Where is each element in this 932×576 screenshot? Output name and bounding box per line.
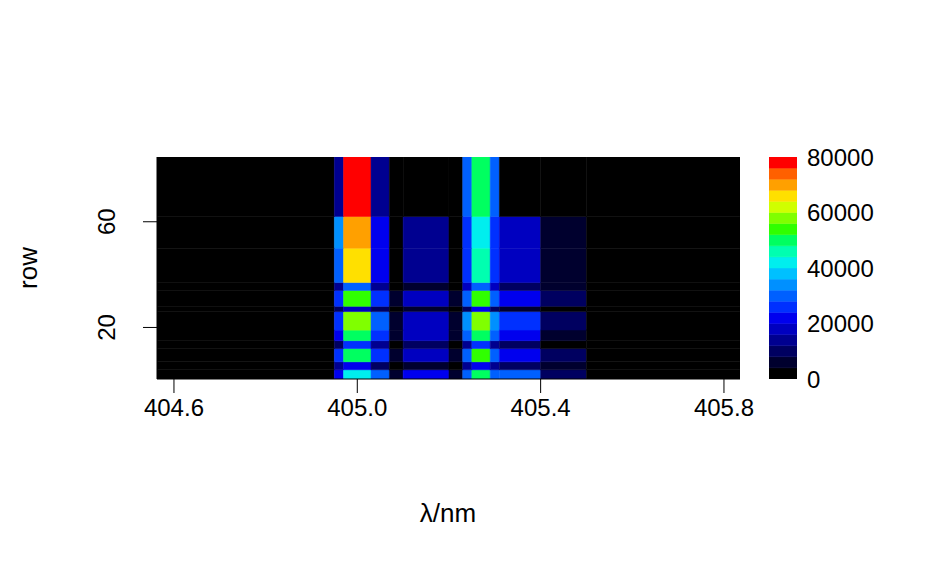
svg-text:λ/nm: λ/nm xyxy=(420,498,476,528)
svg-text:0: 0 xyxy=(807,366,820,393)
svg-text:60000: 60000 xyxy=(807,199,874,226)
svg-text:405.8: 405.8 xyxy=(694,394,754,421)
svg-text:405.0: 405.0 xyxy=(327,394,387,421)
svg-text:row: row xyxy=(13,247,43,289)
svg-text:404.6: 404.6 xyxy=(144,394,204,421)
svg-text:20000: 20000 xyxy=(807,310,874,337)
svg-text:60: 60 xyxy=(93,208,120,235)
svg-text:80000: 80000 xyxy=(807,144,874,171)
svg-text:40000: 40000 xyxy=(807,255,874,282)
svg-text:20: 20 xyxy=(93,314,120,341)
svg-text:405.4: 405.4 xyxy=(511,394,571,421)
